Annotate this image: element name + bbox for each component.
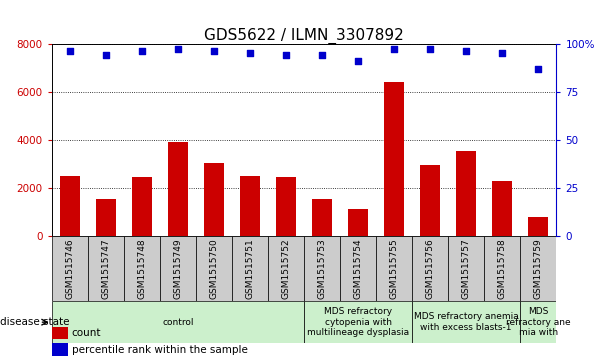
Text: GSM1515750: GSM1515750 — [209, 238, 218, 299]
Bar — [52, 236, 88, 301]
Bar — [132, 177, 152, 236]
Text: disease state: disease state — [0, 317, 69, 327]
Bar — [240, 176, 260, 236]
Bar — [376, 236, 412, 301]
Text: GSM1515749: GSM1515749 — [173, 238, 182, 299]
Text: percentile rank within the sample: percentile rank within the sample — [72, 344, 247, 355]
Bar — [528, 217, 548, 236]
Bar — [412, 236, 448, 301]
Text: GSM1515747: GSM1515747 — [102, 238, 110, 299]
Text: GSM1515748: GSM1515748 — [137, 238, 147, 299]
Bar — [52, 301, 304, 343]
Text: GSM1515757: GSM1515757 — [461, 238, 471, 299]
Point — [497, 50, 507, 56]
Bar — [52, 327, 68, 339]
Bar — [520, 236, 556, 301]
Bar — [420, 165, 440, 236]
Point — [389, 46, 399, 52]
Point — [65, 48, 75, 54]
Text: MDS refractory anemia
with excess blasts-1: MDS refractory anemia with excess blasts… — [414, 313, 519, 332]
Text: GSM1515746: GSM1515746 — [65, 238, 74, 299]
Bar — [448, 236, 484, 301]
Bar — [96, 199, 116, 236]
Text: control: control — [162, 318, 193, 327]
Text: GSM1515754: GSM1515754 — [354, 238, 362, 299]
Text: MDS refractory
cytopenia with
multilineage dysplasia: MDS refractory cytopenia with multilinea… — [307, 307, 409, 337]
Point — [101, 52, 111, 58]
Bar — [484, 236, 520, 301]
Title: GDS5622 / ILMN_3307892: GDS5622 / ILMN_3307892 — [204, 27, 404, 44]
Bar — [492, 181, 512, 236]
Bar — [312, 199, 332, 236]
Text: GSM1515759: GSM1515759 — [534, 238, 543, 299]
Bar — [124, 236, 160, 301]
Bar — [340, 236, 376, 301]
Bar — [160, 236, 196, 301]
Bar — [456, 151, 476, 236]
Bar — [384, 82, 404, 236]
Bar — [412, 301, 520, 343]
Bar — [196, 236, 232, 301]
Text: count: count — [72, 328, 102, 338]
Point — [317, 52, 327, 58]
Text: GSM1515751: GSM1515751 — [246, 238, 254, 299]
Bar — [348, 209, 368, 236]
Bar — [304, 236, 340, 301]
Bar — [60, 176, 80, 236]
Text: GSM1515753: GSM1515753 — [317, 238, 326, 299]
Point — [209, 48, 219, 54]
Bar — [88, 236, 124, 301]
Text: GSM1515752: GSM1515752 — [282, 238, 291, 299]
Bar — [232, 236, 268, 301]
Point — [426, 46, 435, 52]
Text: MDS
refractory ane
mia with: MDS refractory ane mia with — [506, 307, 571, 337]
Bar — [268, 236, 304, 301]
Point — [173, 46, 183, 52]
Point — [137, 48, 147, 54]
Text: GSM1515756: GSM1515756 — [426, 238, 435, 299]
Bar — [304, 301, 412, 343]
Text: GSM1515755: GSM1515755 — [390, 238, 399, 299]
Point — [461, 48, 471, 54]
Bar — [204, 163, 224, 236]
Point — [281, 52, 291, 58]
Bar — [168, 142, 188, 236]
Text: GSM1515758: GSM1515758 — [498, 238, 506, 299]
Bar — [520, 301, 556, 343]
Point — [353, 58, 363, 64]
Point — [533, 66, 543, 72]
Bar — [276, 177, 296, 236]
Point — [245, 50, 255, 56]
Bar — [52, 343, 68, 356]
